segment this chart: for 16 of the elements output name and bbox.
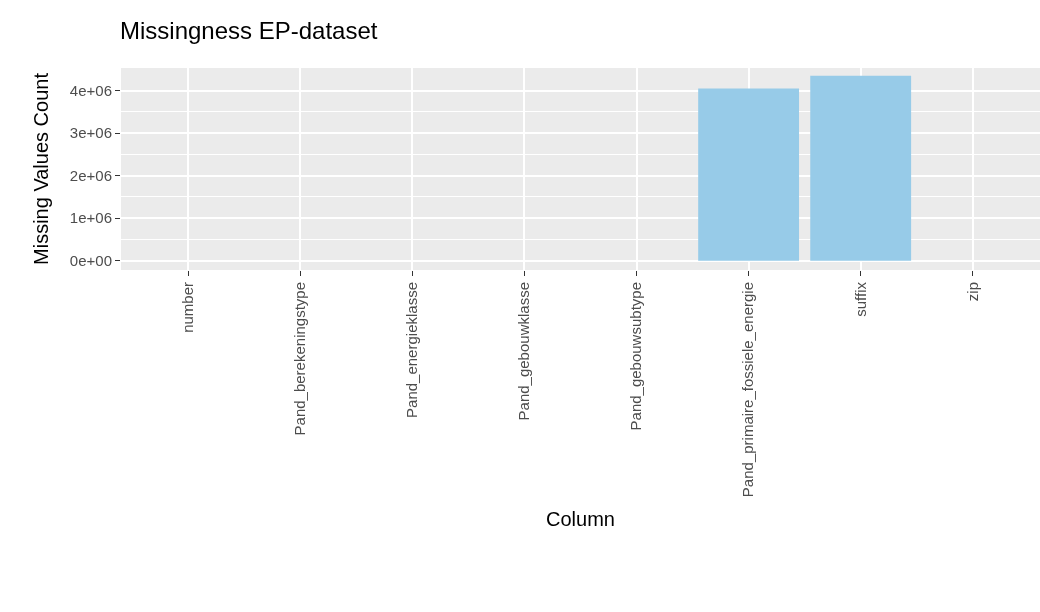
- y-tick-label: 1e+06: [69, 209, 112, 227]
- y-tick-label: 3e+06: [69, 124, 112, 142]
- x-tick-label: Pand_energieklasse: [403, 282, 421, 418]
- y-tick-label: 4e+06: [69, 81, 112, 99]
- x-axis-title: Column: [546, 507, 615, 530]
- x-tick-label: Pand_gebouwklasse: [515, 282, 533, 421]
- y-tick-label: 0e+00: [69, 251, 112, 269]
- x-tick-label: number: [179, 282, 197, 333]
- x-tick-label: Pand_gebouwsubtype: [627, 282, 645, 431]
- y-tick-label: 2e+06: [69, 166, 112, 184]
- x-tick-label: Pand_berekeningstype: [291, 282, 309, 436]
- x-tick-label: suffix: [851, 281, 869, 317]
- x-tick-label: zip: [963, 282, 981, 302]
- chart-title: Missingness EP-dataset: [120, 16, 378, 44]
- x-tick-label: Pand_primaire_fossiele_energie: [739, 282, 757, 498]
- y-axis-title: Missing Values Count: [30, 72, 53, 265]
